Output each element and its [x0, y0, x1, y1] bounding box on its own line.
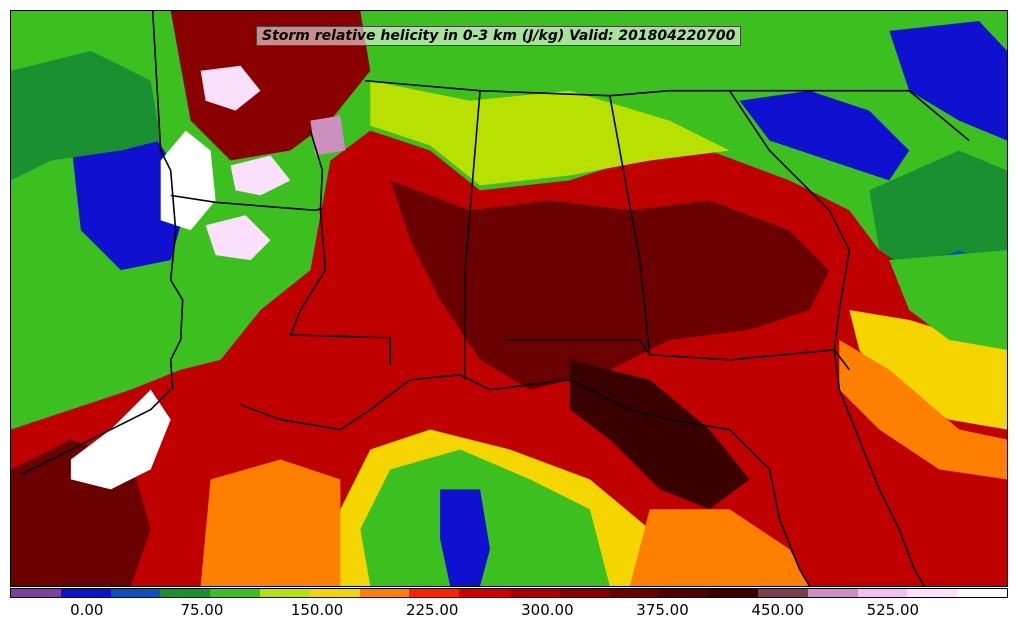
state-boundaries: [20, 11, 970, 586]
colorbar-swatch: [508, 589, 559, 597]
colorbar-swatch: [11, 589, 61, 597]
field-blue-1: [739, 90, 910, 181]
colorbar-swatch: [658, 589, 709, 597]
colorbar-tick-label: 375.00: [636, 601, 689, 619]
map-field: [11, 11, 1007, 586]
field-white-blob-2: [70, 389, 171, 490]
colorbar-swatch: [708, 589, 758, 597]
colorbar-swatch: [60, 589, 111, 597]
colorbar-tick-label: 300.00: [521, 601, 574, 619]
field-gulf-blue: [440, 489, 491, 586]
field-darkgreen-east: [869, 150, 1007, 271]
field-south-orange: [629, 509, 810, 586]
colorbar-swatch: [459, 589, 509, 597]
colorbar: [10, 588, 1008, 598]
field-east-green: [889, 250, 1007, 350]
field-white-blob-1: [160, 130, 216, 231]
field-gulf-orange: [200, 459, 341, 586]
colorbar-swatch: [210, 589, 260, 597]
colorbar-swatch: [309, 589, 360, 597]
colorbar-swatch: [160, 589, 211, 597]
field-gulf-green: [360, 449, 610, 586]
colorbar-swatch: [957, 589, 1007, 597]
field-pink-blob-3: [205, 215, 271, 261]
colorbar-swatch: [558, 589, 609, 597]
field-pink-blob-4: [310, 115, 346, 156]
helicity-map: Storm relative helicity in 0-3 km (J/kg)…: [10, 10, 1008, 587]
colorbar-swatch: [757, 589, 808, 597]
colorbar-swatch: [110, 589, 161, 597]
colorbar-tick-label: 75.00: [180, 601, 224, 619]
colorbar-swatch: [259, 589, 310, 597]
colorbar-swatch: [857, 589, 908, 597]
colorbar-tick-label: 150.00: [290, 601, 344, 619]
colorbar-swatch: [359, 589, 410, 597]
field-west-green: [11, 50, 161, 181]
colorbar-swatch: [608, 589, 659, 597]
field-north-yellow: [370, 80, 730, 186]
colorbar-tick-label: 225.00: [405, 601, 459, 619]
colorbar-tick-label: 525.00: [866, 601, 920, 619]
field-east-orange: [839, 339, 1007, 480]
map-title: Storm relative helicity in 0-3 km (J/kg)…: [256, 26, 742, 46]
field-pink-blob-1: [200, 65, 261, 111]
field-dark-core: [390, 180, 830, 390]
colorbar-ticks: 0.00 75.00 150.00 225.00 300.00 375.00 450.00 5…: [10, 601, 1008, 625]
field-pink-blob-2: [230, 155, 291, 196]
colorbar-tick-label: 0.00: [70, 601, 104, 619]
colorbar-tick-label: 450.00: [751, 601, 804, 619]
field-blue-2: [889, 20, 1007, 141]
colorbar-swatch: [807, 589, 858, 597]
colorbar-swatch: [409, 589, 460, 597]
colorbar-swatch: [907, 589, 958, 597]
field-darkest-core: [569, 359, 750, 510]
